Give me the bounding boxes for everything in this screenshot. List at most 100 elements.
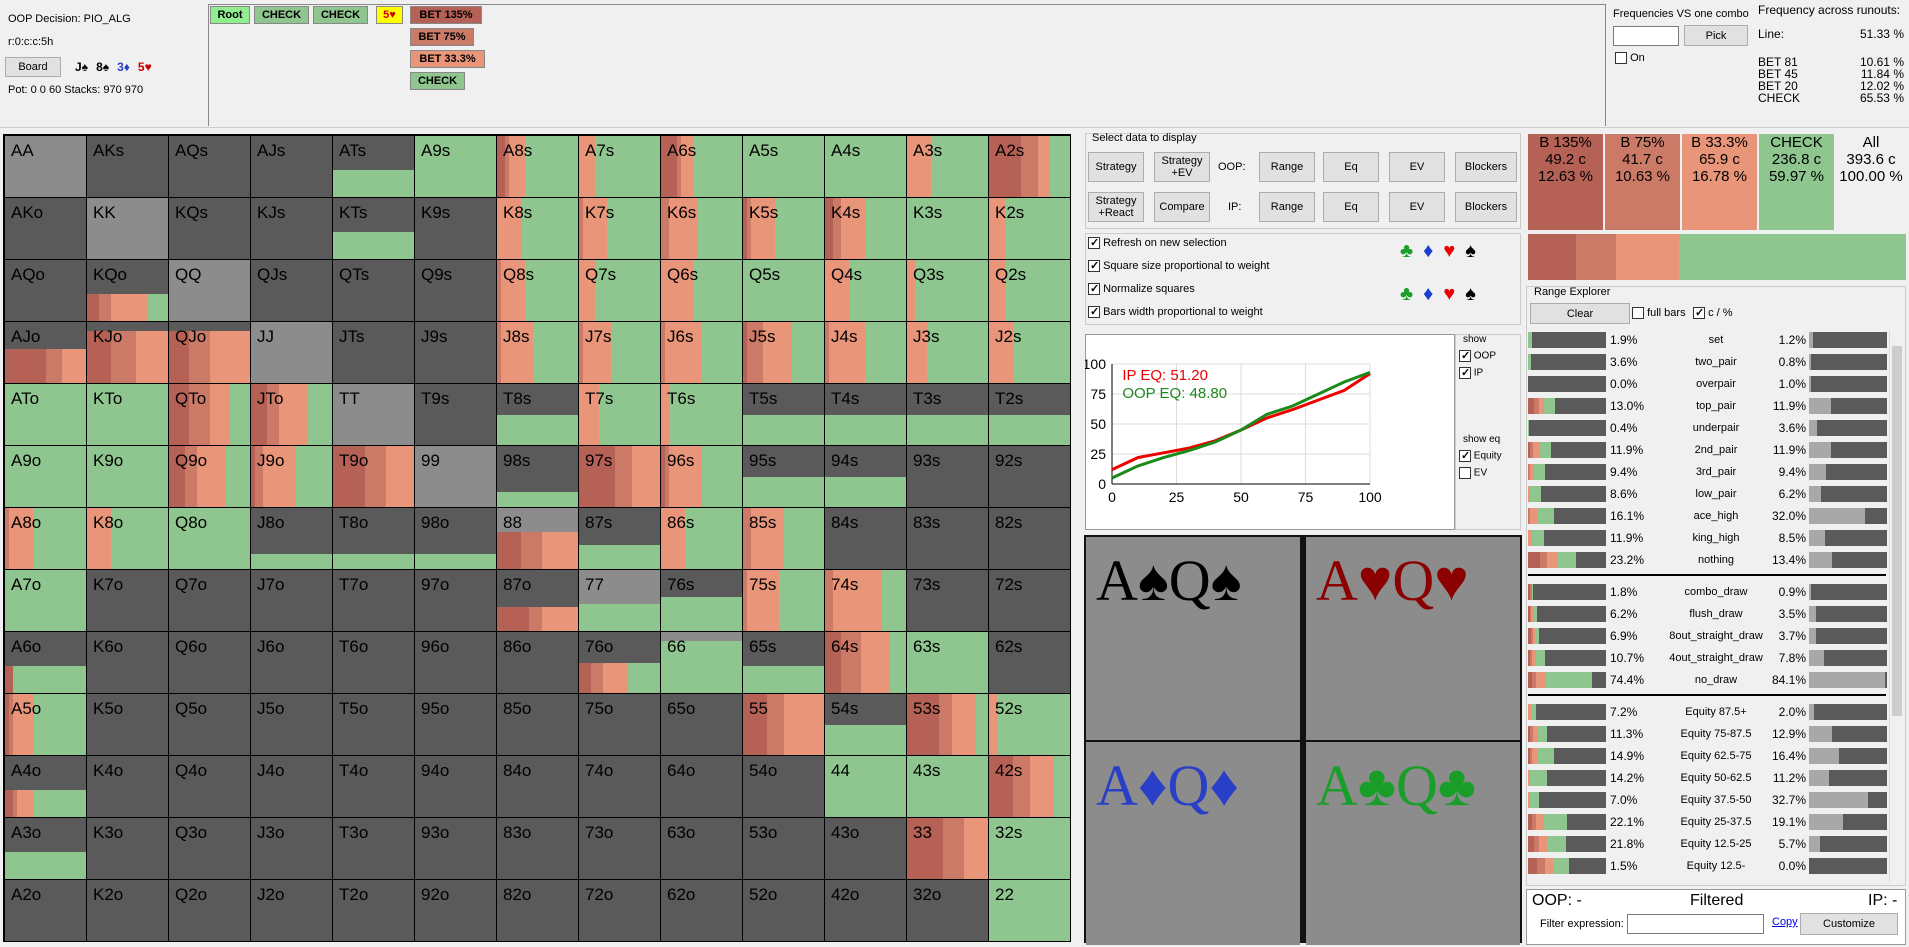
hand-cell-32s[interactable]: 32s — [989, 818, 1070, 879]
hand-cell-T3s[interactable]: T3s — [907, 384, 988, 445]
summary-all[interactable]: All 393.6 c 100.00 % — [1836, 134, 1906, 230]
hand-cell-K4s[interactable]: K4s — [825, 198, 906, 259]
hand-cell-93s[interactable]: 93s — [907, 446, 988, 507]
hand-cell-99[interactable]: 99 — [415, 446, 496, 507]
show-ip[interactable]: IP — [1459, 366, 1483, 379]
hand-cell-54o[interactable]: 54o — [743, 756, 824, 817]
option-square-size-checkbox[interactable] — [1088, 259, 1100, 273]
hand-cell-KK[interactable]: KK — [87, 198, 168, 259]
hand-cell-72s[interactable]: 72s — [989, 570, 1070, 631]
hand-cell-94s[interactable]: 94s — [825, 446, 906, 507]
hand-cell-QTs[interactable]: QTs — [333, 260, 414, 321]
range-explorer-row[interactable]: 10.7% 4out_straight_draw 7.8% — [1528, 648, 1896, 668]
full-bars-toggle[interactable]: full bars — [1632, 307, 1686, 320]
hand-cell-A3s[interactable]: A3s — [907, 136, 988, 197]
range-explorer-row[interactable]: 1.8% combo_draw 0.9% — [1528, 582, 1896, 602]
hand-cell-AJo[interactable]: AJo — [5, 322, 86, 383]
hand-cell-A8s[interactable]: A8s — [497, 136, 578, 197]
hand-cell-T8s[interactable]: T8s — [497, 384, 578, 445]
action-check[interactable]: CHECK — [410, 72, 465, 90]
hand-cell-A2o[interactable]: A2o — [5, 880, 86, 941]
show-oop-checkbox[interactable] — [1459, 349, 1471, 362]
hand-cell-AQo[interactable]: AQo — [5, 260, 86, 321]
range-explorer-row[interactable]: 74.4% no_draw 84.1% — [1528, 670, 1896, 690]
hand-cell-Q4o[interactable]: Q4o — [169, 756, 250, 817]
hand-cell-A6o[interactable]: A6o — [5, 632, 86, 693]
hand-cell-K7o[interactable]: K7o — [87, 570, 168, 631]
hand-cell-Q5o[interactable]: Q5o — [169, 694, 250, 755]
crumb-check-1[interactable]: CHECK — [254, 6, 309, 24]
hand-cell-J3s[interactable]: J3s — [907, 322, 988, 383]
suit-filter-1[interactable]: ♦ — [1423, 240, 1434, 262]
range-explorer-row[interactable]: 21.8% Equity 12.5-25 5.7% — [1528, 834, 1896, 854]
hand-cell-J7s[interactable]: J7s — [579, 322, 660, 383]
hand-cell-K5s[interactable]: K5s — [743, 198, 824, 259]
range-explorer-row[interactable]: 1.5% Equity 12.5- 0.0% — [1528, 856, 1896, 876]
action-bet-33[interactable]: BET 33.3% — [410, 50, 485, 68]
hand-cell-Q3o[interactable]: Q3o — [169, 818, 250, 879]
range-explorer-row[interactable]: 22.1% Equity 25-37.5 19.1% — [1528, 812, 1896, 832]
hand-cell-73o[interactable]: 73o — [579, 818, 660, 879]
hand-cell-J5o[interactable]: J5o — [251, 694, 332, 755]
hand-cell-62s[interactable]: 62s — [989, 632, 1070, 693]
hand-cell-ATs[interactable]: ATs — [333, 136, 414, 197]
hand-cell-A9o[interactable]: A9o — [5, 446, 86, 507]
hand-cell-52s[interactable]: 52s — [989, 694, 1070, 755]
hand-cell-55[interactable]: 55 — [743, 694, 824, 755]
hand-cell-AA[interactable]: AA — [5, 136, 86, 197]
show-equity-checkbox[interactable] — [1459, 449, 1471, 462]
hand-cell-87o[interactable]: 87o — [497, 570, 578, 631]
hand-cell-87s[interactable]: 87s — [579, 508, 660, 569]
range-explorer-row[interactable]: 7.0% Equity 37.5-50 32.7% — [1528, 790, 1896, 810]
option-refresh[interactable]: Refresh on new selection — [1088, 236, 1227, 250]
hand-cell-96s[interactable]: 96s — [661, 446, 742, 507]
hand-cell-A7s[interactable]: A7s — [579, 136, 660, 197]
hand-cell-J6o[interactable]: J6o — [251, 632, 332, 693]
ip-eq-button[interactable]: Eq — [1323, 192, 1379, 222]
hand-cell-K3s[interactable]: K3s — [907, 198, 988, 259]
suit-filter-0[interactable]: ♣ — [1400, 283, 1414, 305]
hand-cell-K7s[interactable]: K7s — [579, 198, 660, 259]
summary-bet-75[interactable]: B 75% 41.7 c 10.63 % — [1605, 134, 1680, 230]
hand-cell-AKo[interactable]: AKo — [5, 198, 86, 259]
summary-bet-135[interactable]: B 135% 49.2 c 12.63 % — [1528, 134, 1603, 230]
hand-cell-QQ[interactable]: QQ — [169, 260, 250, 321]
hand-cell-83o[interactable]: 83o — [497, 818, 578, 879]
hand-cell-K3o[interactable]: K3o — [87, 818, 168, 879]
hand-cell-Q8s[interactable]: Q8s — [497, 260, 578, 321]
hand-cell-64o[interactable]: 64o — [661, 756, 742, 817]
hand-cell-T2o[interactable]: T2o — [333, 880, 414, 941]
option-normalize[interactable]: Normalize squares — [1088, 282, 1195, 296]
oop-eq-button[interactable]: Eq — [1323, 152, 1379, 182]
hand-cell-T3o[interactable]: T3o — [333, 818, 414, 879]
hand-cell-A7o[interactable]: A7o — [5, 570, 86, 631]
hand-cell-J5s[interactable]: J5s — [743, 322, 824, 383]
hand-cell-JTs[interactable]: JTs — [333, 322, 414, 383]
hand-cell-32o[interactable]: 32o — [907, 880, 988, 941]
hand-cell-86o[interactable]: 86o — [497, 632, 578, 693]
full-bars-checkbox[interactable] — [1632, 307, 1644, 320]
option-normalize-checkbox[interactable] — [1088, 282, 1100, 296]
hand-cell-AKs[interactable]: AKs — [87, 136, 168, 197]
hand-cell-TT[interactable]: TT — [333, 384, 414, 445]
customize-button[interactable]: Customize — [1800, 913, 1898, 935]
oop-range-button[interactable]: Range — [1259, 152, 1315, 182]
hand-cell-J8o[interactable]: J8o — [251, 508, 332, 569]
hand-cell-33[interactable]: 33 — [907, 818, 988, 879]
hand-cell-85s[interactable]: 85s — [743, 508, 824, 569]
hand-cell-64s[interactable]: 64s — [825, 632, 906, 693]
hand-cell-97s[interactable]: 97s — [579, 446, 660, 507]
ip-range-button[interactable]: Range — [1259, 192, 1315, 222]
hand-cell-KQs[interactable]: KQs — [169, 198, 250, 259]
hand-cell-JTo[interactable]: JTo — [251, 384, 332, 445]
hand-cell-K9o[interactable]: K9o — [87, 446, 168, 507]
hand-cell-T2s[interactable]: T2s — [989, 384, 1070, 445]
show-oop[interactable]: OOP — [1459, 349, 1496, 362]
cpct-checkbox[interactable] — [1693, 306, 1705, 320]
hand-cell-QJs[interactable]: QJs — [251, 260, 332, 321]
hand-cell-QTo[interactable]: QTo — [169, 384, 250, 445]
hand-cell-Q7o[interactable]: Q7o — [169, 570, 250, 631]
hand-cell-42s[interactable]: 42s — [989, 756, 1070, 817]
hand-cell-92o[interactable]: 92o — [415, 880, 496, 941]
hand-cell-53s[interactable]: 53s — [907, 694, 988, 755]
